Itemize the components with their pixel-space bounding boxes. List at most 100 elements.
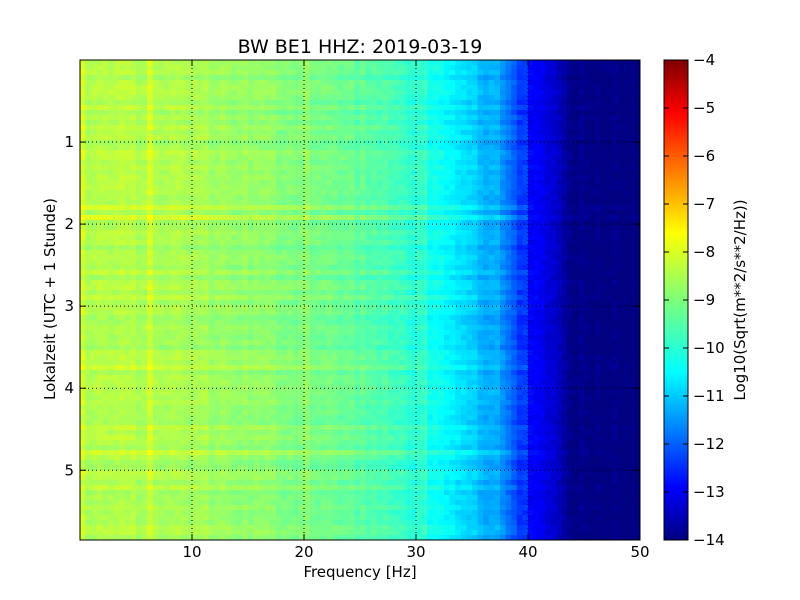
heatmap-cell <box>130 65 137 71</box>
heatmap-cell <box>376 200 383 206</box>
heatmap-cell <box>399 135 406 141</box>
heatmap-cell <box>231 90 238 96</box>
heatmap-cell <box>628 280 635 286</box>
heatmap-cell <box>332 120 339 126</box>
heatmap-cell <box>264 160 271 166</box>
heatmap-cell <box>488 225 495 231</box>
heatmap-cell <box>231 270 238 276</box>
heatmap-cell <box>91 150 98 156</box>
heatmap-cell <box>376 165 383 171</box>
heatmap-cell <box>449 75 456 81</box>
heatmap-cell <box>460 225 467 231</box>
heatmap-cell <box>500 190 507 196</box>
heatmap-cell <box>606 165 613 171</box>
heatmap-cell <box>85 75 92 81</box>
heatmap-cell <box>612 295 619 301</box>
heatmap-cell <box>281 295 288 301</box>
heatmap-cell <box>85 85 92 91</box>
heatmap-cell <box>141 245 148 251</box>
heatmap-cell <box>354 135 361 141</box>
heatmap-cell <box>236 250 243 256</box>
heatmap-cell <box>544 140 551 146</box>
heatmap-cell <box>516 220 523 226</box>
heatmap-cell <box>371 110 378 116</box>
heatmap-cell <box>186 200 193 206</box>
heatmap-cell <box>522 85 529 91</box>
heatmap-cell <box>516 65 523 71</box>
heatmap-cell <box>152 60 159 66</box>
heatmap-cell <box>320 245 327 251</box>
heatmap-cell <box>432 190 439 196</box>
heatmap-cell <box>180 155 187 161</box>
heatmap-cell <box>113 160 120 166</box>
heatmap-cell <box>203 210 210 216</box>
heatmap-cell <box>270 245 277 251</box>
heatmap-cell <box>556 190 563 196</box>
heatmap-cell <box>483 305 490 311</box>
heatmap-cell <box>242 240 249 246</box>
heatmap-cell <box>214 65 221 71</box>
heatmap-cell <box>466 240 473 246</box>
heatmap-cell <box>388 250 395 256</box>
heatmap-cell <box>180 75 187 81</box>
heatmap-cell <box>544 80 551 86</box>
heatmap-cell <box>264 125 271 131</box>
heatmap-cell <box>578 270 585 276</box>
heatmap-cell <box>326 145 333 151</box>
heatmap-cell <box>365 95 372 101</box>
heatmap-cell <box>399 210 406 216</box>
heatmap-cell <box>421 150 428 156</box>
heatmap-cell <box>158 180 165 186</box>
heatmap-cell <box>281 240 288 246</box>
heatmap-cell <box>348 235 355 241</box>
heatmap-cell <box>477 125 484 131</box>
heatmap-cell <box>141 295 148 301</box>
heatmap-cell <box>113 140 120 146</box>
heatmap-cell <box>533 165 540 171</box>
heatmap-cell <box>320 75 327 81</box>
heatmap-cell <box>164 230 171 236</box>
heatmap-cell <box>376 170 383 176</box>
heatmap-cell <box>354 75 361 81</box>
heatmap-cell <box>332 140 339 146</box>
heatmap-cell <box>606 225 613 231</box>
heatmap-cell <box>584 150 591 156</box>
heatmap-cell <box>595 195 602 201</box>
heatmap-cell <box>130 170 137 176</box>
heatmap-cell <box>483 125 490 131</box>
heatmap-cell <box>186 160 193 166</box>
heatmap-cell <box>612 100 619 106</box>
heatmap-cell <box>449 195 456 201</box>
heatmap-cell <box>382 225 389 231</box>
heatmap-cell <box>612 75 619 81</box>
heatmap-cell <box>315 220 322 226</box>
heatmap-cell <box>96 145 103 151</box>
heatmap-cell <box>623 270 630 276</box>
heatmap-cell <box>466 270 473 276</box>
heatmap-cell <box>354 140 361 146</box>
heatmap-cell <box>432 285 439 291</box>
heatmap-cell <box>444 260 451 266</box>
heatmap-cell <box>544 60 551 66</box>
heatmap-cell <box>595 70 602 76</box>
heatmap-cell <box>477 250 484 256</box>
heatmap-cell <box>589 75 596 81</box>
heatmap-cell <box>102 100 109 106</box>
heatmap-cell <box>500 210 507 216</box>
heatmap-cell <box>388 210 395 216</box>
heatmap-cell <box>438 105 445 111</box>
heatmap-cell <box>544 135 551 141</box>
heatmap-cell <box>231 95 238 101</box>
heatmap-cell <box>522 290 529 296</box>
heatmap-cell <box>612 225 619 231</box>
heatmap-cell <box>337 145 344 151</box>
heatmap-cell <box>623 265 630 271</box>
heatmap-cell <box>298 220 305 226</box>
heatmap-cell <box>253 225 260 231</box>
heatmap-cell <box>320 205 327 211</box>
heatmap-cell <box>404 160 411 166</box>
heatmap-cell <box>147 275 154 281</box>
heatmap-cell <box>404 305 411 311</box>
heatmap-cell <box>348 80 355 86</box>
heatmap-cell <box>186 135 193 141</box>
